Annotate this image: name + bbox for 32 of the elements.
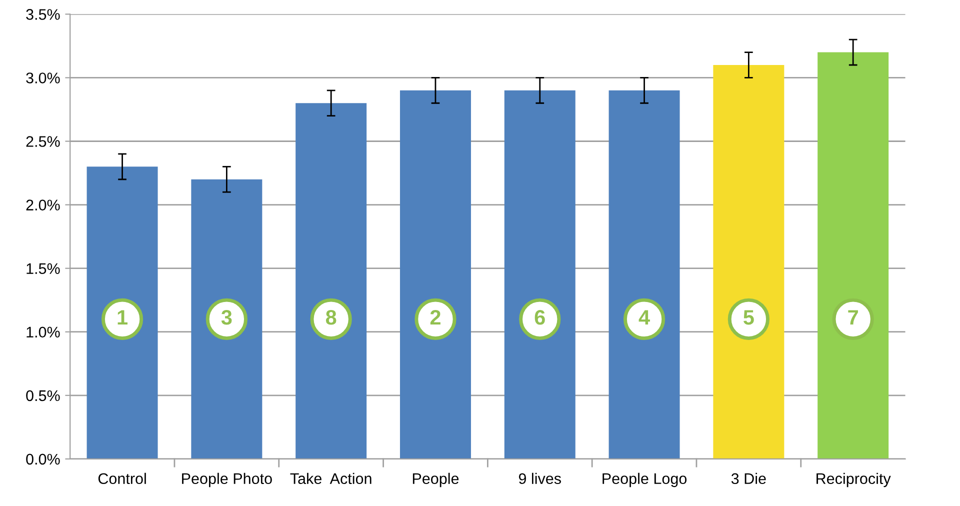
y-tick-label: 0.5% — [26, 390, 60, 402]
x-tick-label: 3 Die — [731, 472, 766, 484]
annotation: 5 — [744, 310, 754, 325]
bar — [86, 166, 158, 459]
annotation: 6 — [534, 310, 545, 325]
bar — [713, 65, 784, 459]
bar — [296, 103, 367, 459]
bar — [818, 52, 889, 459]
y-tick-label: 0.0% — [26, 454, 60, 465]
y-tick-label: 2.0% — [26, 200, 60, 210]
x-tick-label: People — [412, 472, 459, 488]
x-tick-label: People Logo — [602, 472, 687, 488]
y-tick-label: 2.5% — [26, 136, 60, 147]
bar — [191, 179, 262, 459]
bar — [504, 90, 576, 459]
annotation: 1 — [118, 310, 128, 325]
x-tick-label: Take Action — [290, 472, 372, 484]
x-tick-label: Control — [98, 472, 146, 484]
bar — [400, 90, 471, 459]
y-tick-label: 3.0% — [26, 72, 60, 84]
x-tick-label: People Photo — [182, 472, 272, 488]
y-tick-label: 1.5% — [26, 263, 60, 274]
annotation: 4 — [638, 310, 650, 325]
y-tick-label: 1.0% — [26, 326, 60, 338]
x-tick-label: 9 lives — [518, 472, 561, 484]
annotation: 2 — [430, 310, 440, 325]
annotation: 3 — [221, 310, 232, 325]
annotation: 8 — [326, 310, 336, 325]
bar — [608, 90, 680, 459]
x-tick-label: Reciprocity — [816, 472, 891, 488]
y-tick-label: 3.5% — [26, 9, 60, 20]
annotation: 7 — [848, 310, 858, 325]
